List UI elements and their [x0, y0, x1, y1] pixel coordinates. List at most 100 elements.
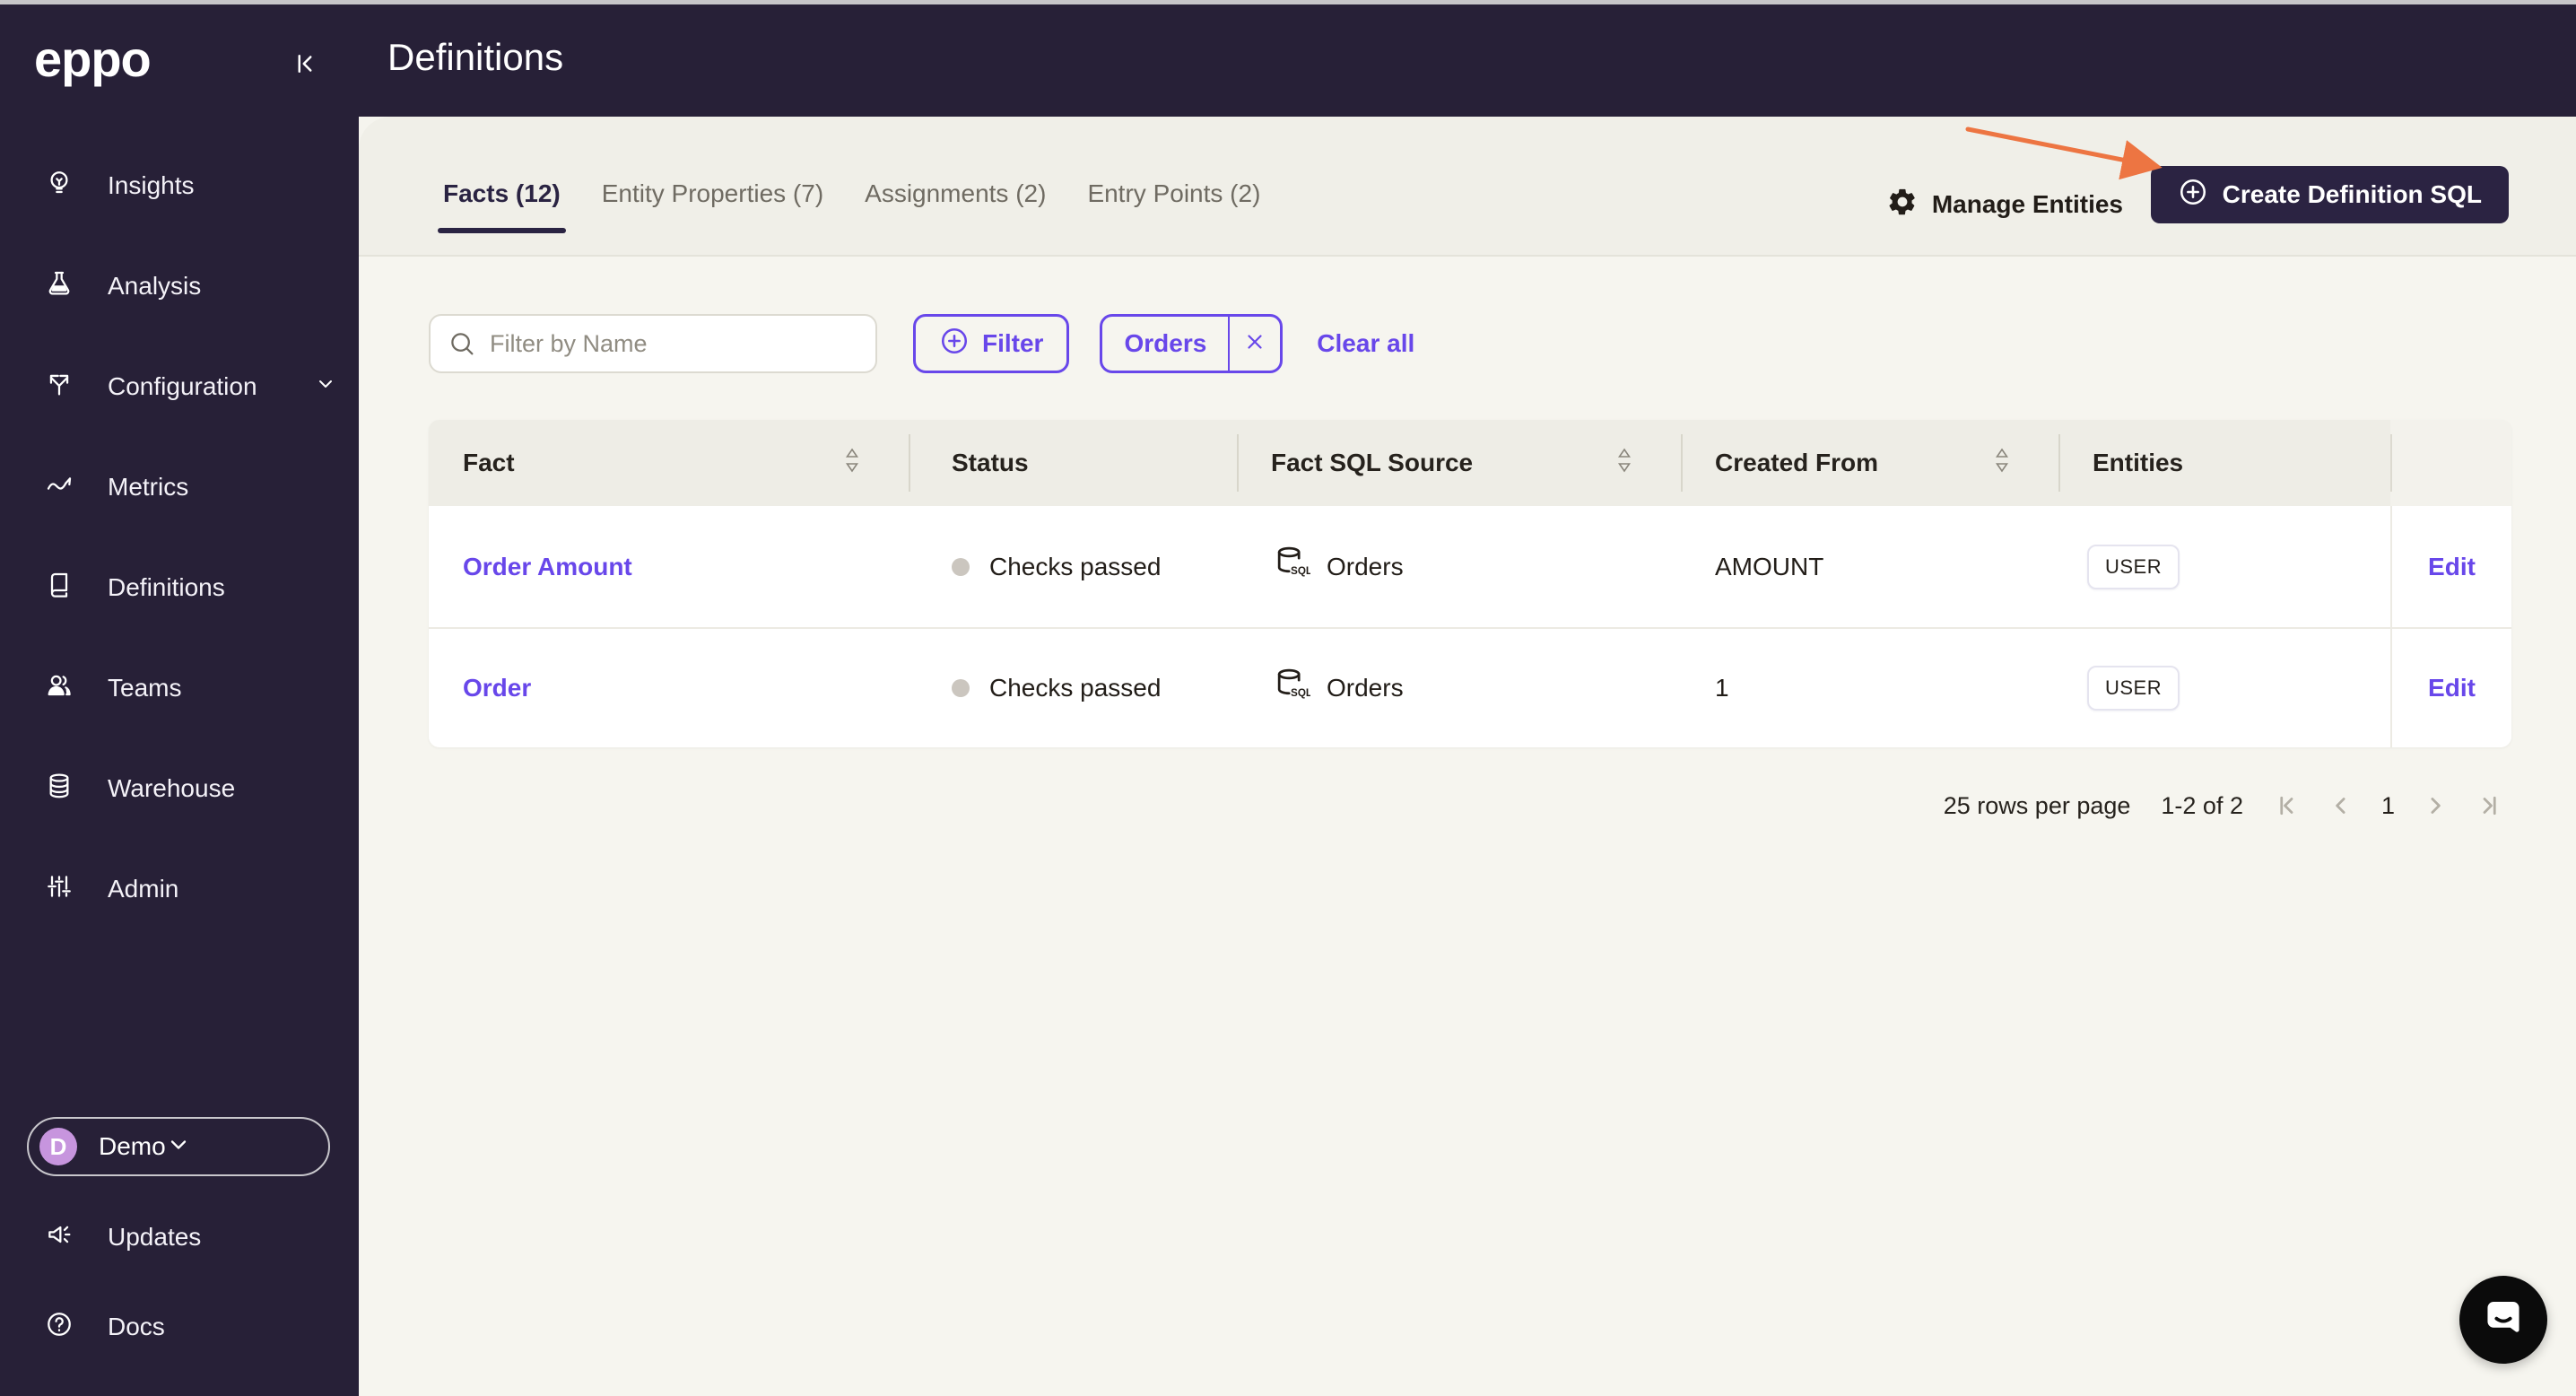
column-header-fact[interactable]: Fact: [429, 420, 909, 506]
rows-per-page[interactable]: 25 rows per page: [1943, 791, 2131, 819]
tab-facts[interactable]: Facts (12): [438, 179, 566, 233]
source-name[interactable]: Orders: [1327, 552, 1404, 580]
column-header-status[interactable]: Status: [909, 420, 1237, 506]
users-icon: [45, 671, 74, 706]
sql-table-icon: SQL: [1271, 544, 1312, 589]
created-from-value: 1: [1715, 674, 1729, 702]
sidebar-item-configuration[interactable]: Configuration: [0, 360, 359, 414]
pagination: 25 rows per page 1-2 of 2 1: [1944, 779, 2502, 833]
sidebar-item-admin[interactable]: Admin: [0, 862, 359, 916]
question-circle-icon: [45, 1310, 74, 1345]
source-name[interactable]: Orders: [1327, 674, 1404, 702]
window-top-edge: [0, 0, 2576, 4]
facts-table: Fact Status Fact SQL Source Created From…: [429, 420, 2511, 747]
filter-button[interactable]: Filter: [913, 314, 1070, 373]
tab-label: Assignments (2): [865, 179, 1047, 207]
sidebar-item-label: Configuration: [108, 372, 257, 400]
status-text: Checks passed: [989, 674, 1162, 702]
last-page-button[interactable]: [2476, 792, 2502, 819]
manage-entities-button[interactable]: Manage Entities: [1887, 179, 2123, 230]
filter-row: Filter Orders Clear all: [429, 314, 1414, 373]
page-title: Definitions: [387, 36, 564, 78]
sidebar: eppo Insights Analysis Configuration: [0, 4, 359, 1396]
tab-entry-points[interactable]: Entry Points (2): [1082, 179, 1266, 233]
sidebar-item-metrics[interactable]: Metrics: [0, 460, 359, 514]
sidebar-item-definitions[interactable]: Definitions: [0, 561, 359, 615]
sidebar-footer: Updates Docs: [0, 1212, 359, 1352]
main-content: Facts (12) Entity Properties (7) Assignm…: [359, 117, 2576, 1396]
edit-link[interactable]: Edit: [2428, 552, 2476, 580]
chevron-down-icon: [315, 372, 336, 401]
pager-controls: 1: [2274, 792, 2502, 820]
filter-button-label: Filter: [982, 329, 1044, 357]
chat-launcher-button[interactable]: [2459, 1276, 2547, 1364]
first-page-button[interactable]: [2274, 792, 2301, 819]
column-header-created-from[interactable]: Created From: [1681, 420, 2058, 506]
workspace-avatar: D: [39, 1128, 77, 1165]
sidebar-item-label: Analysis: [108, 272, 202, 300]
column-header-entities[interactable]: Entities: [2058, 420, 2390, 506]
sidebar-item-label: Docs: [108, 1313, 165, 1340]
status-dot: [952, 679, 970, 697]
filter-by-name-input[interactable]: [429, 314, 877, 373]
workspace-name: Demo: [99, 1132, 166, 1160]
next-page-button[interactable]: [2422, 792, 2449, 819]
sidebar-item-analysis[interactable]: Analysis: [0, 259, 359, 313]
current-page-number[interactable]: 1: [2380, 791, 2395, 819]
filter-chip-label: Orders: [1124, 329, 1207, 357]
svg-text:SQL: SQL: [1291, 565, 1310, 577]
table-header: Fact Status Fact SQL Source Created From…: [429, 420, 2511, 506]
tab-label: Facts (12): [443, 179, 561, 207]
search-icon: [447, 328, 477, 363]
sidebar-item-updates[interactable]: Updates: [0, 1212, 359, 1262]
sidebar-item-label: Metrics: [108, 473, 189, 501]
svg-text:SQL: SQL: [1291, 687, 1310, 699]
trend-line-icon: [45, 470, 74, 505]
create-definition-sql-label: Create Definition SQL: [2222, 180, 2482, 208]
sidebar-item-label: Definitions: [108, 573, 225, 601]
search-box: [429, 314, 877, 373]
sidebar-item-docs[interactable]: Docs: [0, 1302, 359, 1352]
table-row: Order Amount Checks passed SQL Orders AM…: [429, 506, 2511, 627]
plus-circle-icon: [939, 326, 970, 362]
database-icon: [45, 772, 74, 807]
sort-icon[interactable]: [1992, 447, 2012, 480]
sidebar-item-insights[interactable]: Insights: [0, 159, 359, 213]
eppo-logo: eppo: [34, 31, 152, 87]
entity-chip: USER: [2087, 666, 2180, 711]
clear-all-link[interactable]: Clear all: [1317, 329, 1415, 357]
chip-divider: [1228, 317, 1231, 371]
edit-link[interactable]: Edit: [2428, 674, 2476, 702]
sidebar-item-teams[interactable]: Teams: [0, 661, 359, 715]
sort-icon[interactable]: [842, 447, 862, 480]
entity-chip: USER: [2087, 544, 2180, 589]
created-from-value: AMOUNT: [1715, 552, 1824, 580]
fact-link[interactable]: Order: [463, 674, 532, 702]
chat-bubble-icon: [2479, 1294, 2528, 1347]
fact-link[interactable]: Order Amount: [463, 552, 632, 580]
row-range: 1-2 of 2: [2161, 791, 2243, 819]
sort-icon[interactable]: [1614, 447, 1634, 480]
previous-page-button[interactable]: [2328, 792, 2354, 819]
tab-label: Entity Properties (7): [601, 179, 824, 207]
book-icon: [45, 571, 74, 606]
chevron-down-icon: [166, 1132, 191, 1162]
close-icon: [1243, 330, 1266, 358]
sidebar-item-label: Teams: [108, 674, 182, 702]
workspace-switcher[interactable]: D Demo: [27, 1117, 330, 1176]
manage-entities-label: Manage Entities: [1931, 190, 2123, 218]
tab-entity-properties[interactable]: Entity Properties (7): [596, 179, 829, 233]
chip-close-button[interactable]: [1230, 317, 1280, 371]
filter-chip-orders[interactable]: Orders: [1100, 314, 1284, 373]
create-definition-sql-button[interactable]: Create Definition SQL: [2150, 166, 2509, 223]
sidebar-collapse-button[interactable]: [285, 46, 325, 85]
gear-icon: [1887, 187, 1918, 223]
sidebar-item-label: Admin: [108, 875, 179, 903]
column-header-actions: [2390, 420, 2511, 506]
tab-assignments[interactable]: Assignments (2): [859, 179, 1051, 233]
megaphone-icon: [45, 1220, 74, 1255]
column-header-fact-sql-source[interactable]: Fact SQL Source: [1237, 420, 1681, 506]
tabs: Facts (12) Entity Properties (7) Assignm…: [438, 179, 1266, 233]
sidebar-item-warehouse[interactable]: Warehouse: [0, 762, 359, 816]
